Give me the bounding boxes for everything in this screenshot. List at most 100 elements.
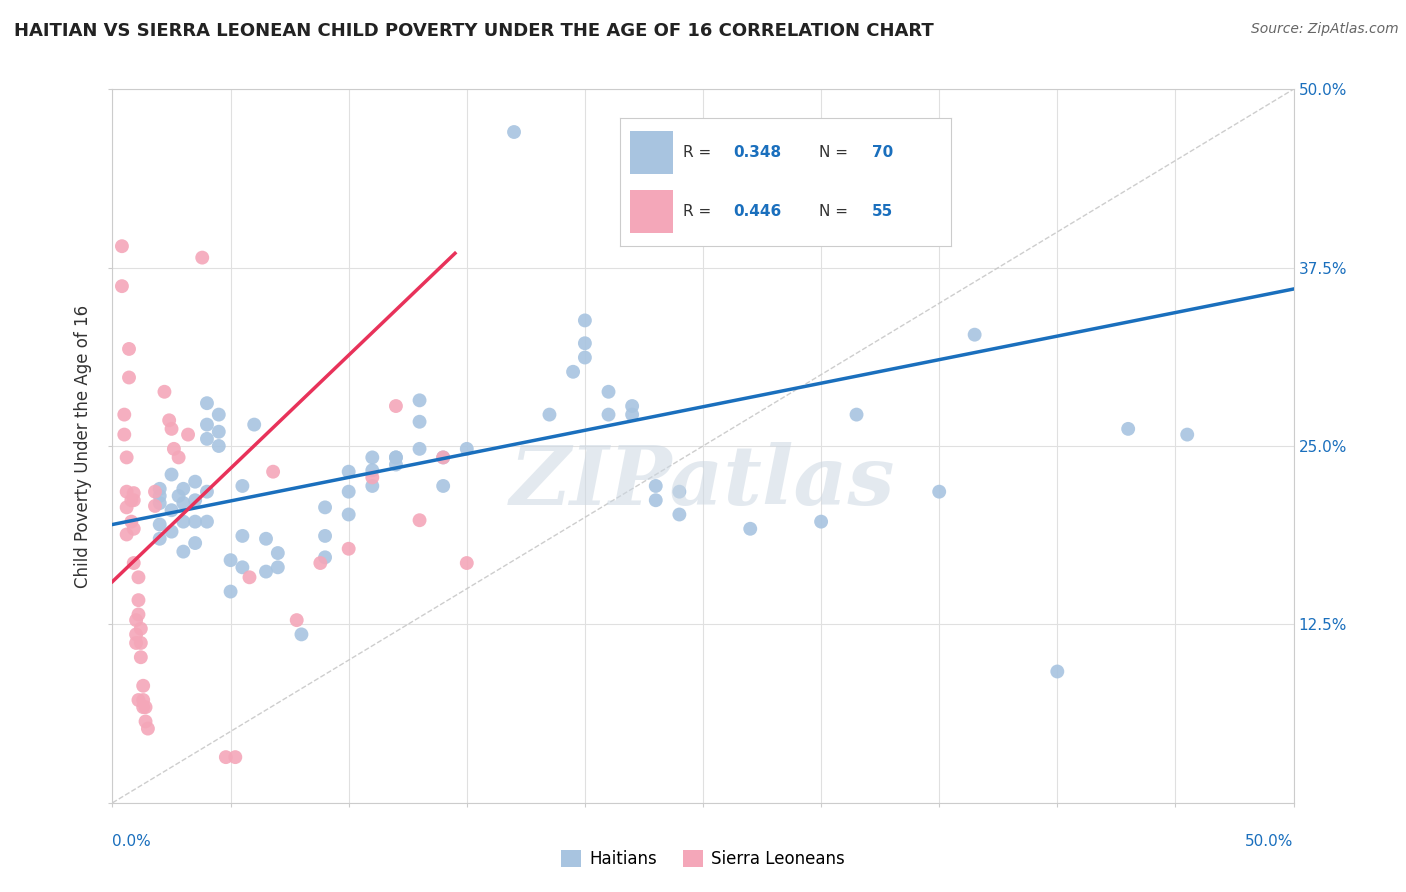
- Point: [184, 493, 207, 508]
- Point: [195, 417, 218, 432]
- Legend: Haitians, Sierra Leoneans: Haitians, Sierra Leoneans: [555, 843, 851, 875]
- Point: [262, 465, 284, 479]
- Point: [456, 442, 478, 456]
- Point: [285, 613, 308, 627]
- Point: [361, 463, 384, 477]
- Point: [132, 700, 155, 714]
- Point: [432, 479, 454, 493]
- Point: [177, 427, 200, 442]
- Point: [160, 524, 183, 539]
- Point: [125, 636, 148, 650]
- Point: [112, 427, 135, 442]
- Text: HAITIAN VS SIERRA LEONEAN CHILD POVERTY UNDER THE AGE OF 16 CORRELATION CHART: HAITIAN VS SIERRA LEONEAN CHILD POVERTY …: [14, 22, 934, 40]
- Point: [122, 522, 145, 536]
- Point: [432, 450, 454, 465]
- Point: [290, 627, 312, 641]
- Point: [309, 556, 332, 570]
- Point: [337, 465, 360, 479]
- Point: [195, 396, 218, 410]
- Point: [129, 650, 152, 665]
- Point: [219, 584, 242, 599]
- Point: [314, 500, 336, 515]
- Point: [314, 550, 336, 565]
- Point: [120, 493, 142, 508]
- Point: [149, 489, 172, 503]
- Point: [153, 384, 176, 399]
- Point: [598, 384, 620, 399]
- Point: [163, 442, 186, 456]
- Point: [208, 425, 231, 439]
- Point: [408, 415, 430, 429]
- Point: [963, 327, 986, 342]
- Point: [160, 503, 183, 517]
- Y-axis label: Child Poverty Under the Age of 16: Child Poverty Under the Age of 16: [75, 304, 93, 588]
- Text: Source: ZipAtlas.com: Source: ZipAtlas.com: [1251, 22, 1399, 37]
- Point: [184, 536, 207, 550]
- Point: [111, 239, 134, 253]
- Point: [456, 556, 478, 570]
- Point: [928, 484, 950, 499]
- Point: [385, 450, 408, 465]
- Point: [127, 570, 149, 584]
- Point: [1175, 427, 1198, 442]
- Point: [361, 470, 384, 484]
- Point: [644, 479, 666, 493]
- Point: [115, 500, 138, 515]
- Point: [1116, 422, 1139, 436]
- Point: [810, 515, 832, 529]
- Point: [122, 486, 145, 500]
- Point: [127, 593, 149, 607]
- Point: [740, 522, 762, 536]
- Point: [1046, 665, 1069, 679]
- Point: [254, 565, 277, 579]
- Point: [385, 450, 408, 465]
- Point: [149, 532, 172, 546]
- Point: [195, 432, 218, 446]
- Text: 0.0%: 0.0%: [112, 834, 152, 849]
- Point: [845, 408, 868, 422]
- Point: [314, 529, 336, 543]
- Point: [224, 750, 246, 764]
- Point: [361, 479, 384, 493]
- Point: [118, 370, 141, 384]
- Point: [574, 351, 596, 365]
- Point: [432, 450, 454, 465]
- Point: [231, 529, 253, 543]
- Point: [143, 484, 166, 499]
- Point: [254, 532, 277, 546]
- Point: [337, 541, 360, 556]
- Point: [231, 560, 253, 574]
- Point: [195, 515, 218, 529]
- Point: [644, 493, 666, 508]
- Point: [184, 475, 207, 489]
- Point: [122, 556, 145, 570]
- Point: [172, 544, 194, 558]
- Point: [408, 442, 430, 456]
- Point: [135, 714, 157, 729]
- Point: [598, 408, 620, 422]
- Point: [337, 484, 360, 499]
- Point: [167, 450, 190, 465]
- Point: [135, 700, 157, 714]
- Point: [231, 479, 253, 493]
- Point: [118, 342, 141, 356]
- Point: [127, 607, 149, 622]
- Point: [132, 679, 155, 693]
- Point: [115, 484, 138, 499]
- Point: [125, 613, 148, 627]
- Point: [361, 450, 384, 465]
- Point: [668, 484, 690, 499]
- Point: [160, 467, 183, 482]
- Point: [191, 251, 214, 265]
- Point: [238, 570, 260, 584]
- Point: [132, 693, 155, 707]
- Point: [385, 458, 408, 472]
- Point: [172, 496, 194, 510]
- Point: [157, 413, 180, 427]
- Point: [574, 313, 596, 327]
- Point: [267, 546, 290, 560]
- Point: [129, 636, 152, 650]
- Point: [115, 527, 138, 541]
- Point: [408, 513, 430, 527]
- Point: [143, 499, 166, 513]
